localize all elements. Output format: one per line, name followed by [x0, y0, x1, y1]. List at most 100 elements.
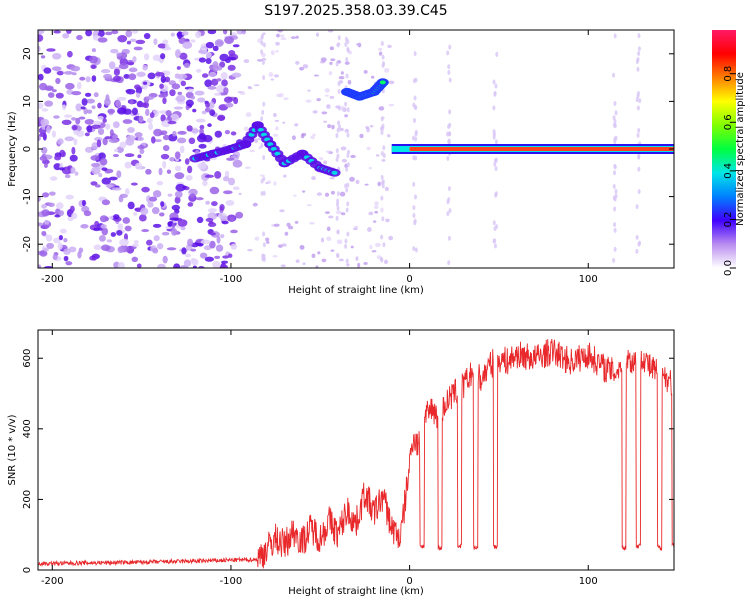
noise-blob — [66, 30, 72, 34]
noise-blob — [198, 50, 204, 54]
noise-blob — [40, 55, 46, 59]
noise-blob — [141, 229, 150, 233]
noise-blob — [221, 79, 228, 87]
noise-blob — [227, 64, 236, 71]
snr-panel: -200 -100 0 100 0 200 400 600 Height of straigh… — [7, 329, 675, 597]
noise-blob — [295, 259, 300, 263]
colorbar-label: Normalized spectral amplitude — [735, 72, 746, 226]
noise-blob — [369, 244, 373, 250]
noise-blob — [281, 243, 287, 247]
streak-blob — [613, 33, 617, 39]
noise-blob — [145, 108, 150, 117]
noise-blob — [259, 174, 265, 177]
noise-blob — [352, 227, 358, 231]
noise-blob — [162, 144, 170, 152]
noise-blob — [74, 171, 79, 176]
noise-blob — [38, 34, 44, 42]
streak-blob — [261, 256, 265, 262]
streak-blob — [636, 105, 640, 111]
noise-blob — [84, 132, 90, 137]
noise-blob — [204, 79, 213, 88]
noise-blob — [198, 133, 207, 140]
noise-blob — [118, 195, 124, 203]
noise-blob — [363, 261, 368, 265]
noise-blob — [294, 123, 299, 127]
noise-blob — [97, 102, 102, 109]
noise-blob — [103, 73, 113, 80]
streak-blob — [347, 149, 351, 155]
noise-blob — [368, 211, 374, 216]
streak-blob — [448, 131, 452, 137]
noise-blob — [199, 252, 208, 259]
noise-blob — [214, 130, 222, 138]
streak-blob — [613, 170, 617, 176]
colorbar-gradient — [712, 30, 736, 268]
noise-blob — [257, 59, 263, 62]
streak-blob — [413, 51, 417, 57]
noise-blob — [272, 255, 278, 258]
noise-blob — [119, 238, 129, 247]
noise-blob — [200, 239, 211, 245]
noise-blob — [160, 53, 166, 60]
noise-blob — [91, 142, 99, 150]
streak-blob — [493, 238, 497, 244]
noise-blob — [174, 190, 183, 198]
streak-blob — [337, 88, 341, 94]
noise-blob — [182, 41, 193, 49]
noise-blob — [344, 114, 348, 118]
noise-blob — [191, 258, 199, 266]
streak-blob — [447, 124, 451, 130]
noise-blob — [134, 132, 143, 138]
streak-blob — [638, 98, 642, 104]
noise-blob — [196, 216, 204, 224]
noise-blob — [187, 238, 194, 247]
noise-blob — [133, 240, 139, 244]
snr-ticks: -200 -100 0 100 0 200 400 600 — [22, 330, 674, 587]
noise-blob — [384, 186, 389, 192]
noise-blob — [105, 94, 110, 102]
noise-blob — [185, 99, 194, 107]
noise-blob — [143, 81, 148, 85]
noise-blob — [63, 255, 69, 262]
noise-blob — [270, 50, 275, 56]
streak-blob — [336, 120, 340, 126]
noise-blob — [41, 146, 48, 154]
noise-blob — [97, 37, 108, 43]
noise-blob — [159, 83, 164, 89]
streak-blob — [492, 134, 496, 140]
noise-blob — [273, 223, 280, 227]
streak-blob — [495, 51, 499, 57]
noise-blob — [230, 216, 235, 223]
streak-blob — [414, 247, 418, 253]
streak-blob — [447, 260, 451, 266]
noise-blob — [299, 244, 305, 250]
streak-blob — [637, 189, 641, 195]
noise-blob — [350, 154, 356, 159]
streak-blob — [613, 100, 617, 106]
noise-blob — [44, 219, 50, 225]
noise-blob — [190, 95, 196, 100]
noise-blob — [137, 145, 145, 150]
noise-blob — [154, 71, 165, 77]
streak-blob — [260, 143, 264, 149]
noise-blob — [162, 39, 169, 45]
noise-blob — [249, 149, 255, 153]
noise-blob — [180, 226, 186, 231]
noise-blob — [135, 39, 146, 45]
noise-blob — [212, 45, 219, 52]
noise-blob — [174, 172, 185, 180]
noise-blob — [172, 130, 177, 137]
noise-blob — [133, 46, 143, 51]
streak-blob — [446, 199, 450, 205]
y-tick-label: -20 — [22, 236, 33, 252]
noise-blob — [63, 248, 71, 255]
noise-blob — [91, 257, 97, 261]
noise-blob — [99, 157, 108, 166]
noise-blob — [212, 64, 219, 72]
noise-blob — [139, 148, 145, 155]
noise-blob — [152, 223, 162, 228]
streak-blob — [613, 222, 617, 228]
noise-blob — [165, 109, 172, 117]
noise-blob — [127, 201, 135, 210]
